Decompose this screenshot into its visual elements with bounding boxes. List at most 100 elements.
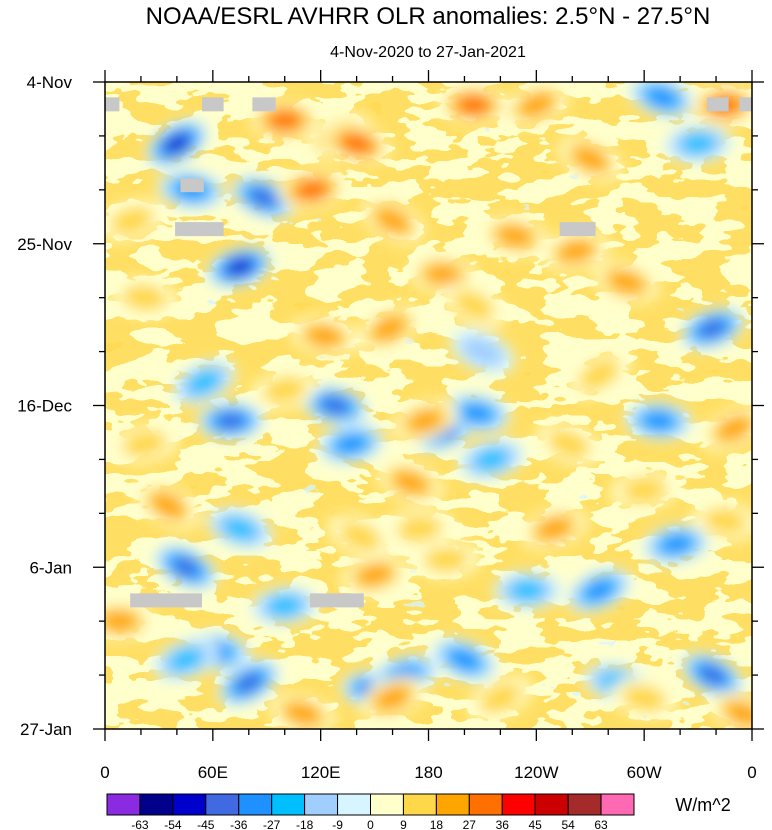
anomaly-feature: [542, 231, 610, 272]
anomaly-contour: [585, 580, 613, 601]
plot-area: [105, 82, 752, 729]
anomaly-contour: [519, 93, 553, 117]
chart-subtitle: 4-Nov-2020 to 27-Jan-2021: [330, 44, 526, 61]
anomaly-contour: [680, 133, 716, 154]
anomaly-feature: [536, 422, 602, 466]
anomaly-contour: [110, 206, 154, 235]
anomaly-contour: [262, 376, 307, 404]
anomaly-feature: [610, 678, 678, 719]
missing-data-bar: [739, 97, 752, 112]
anomaly-contour: [450, 650, 479, 670]
anomaly-feature: [341, 554, 408, 595]
anomaly-contour: [452, 290, 495, 321]
anomaly-feature: [521, 508, 588, 550]
anomaly-contour: [408, 409, 442, 432]
anomaly-feature: [493, 571, 562, 610]
anomaly-contour: [578, 358, 620, 391]
anomaly-contour: [424, 546, 469, 573]
anomaly-contour: [537, 517, 572, 540]
anomaly-contour: [322, 397, 348, 414]
anomaly-feature: [301, 385, 369, 426]
x-tick-label: 0: [747, 763, 756, 782]
y-tick-label: 16-Dec: [17, 397, 72, 416]
anomaly-feature: [377, 461, 444, 504]
anomaly-contour: [510, 580, 545, 601]
colorbar-label: -18: [296, 818, 314, 830]
x-tick-label: 120W: [514, 763, 558, 782]
anomaly-contour: [151, 493, 184, 518]
anomaly-feature: [458, 439, 525, 480]
anomaly-feature: [206, 246, 273, 288]
y-axis: 4-Nov 25-Nov 16-Dec 6-Jan 27-Jan: [17, 73, 764, 739]
anomaly-feature: [642, 524, 711, 564]
anomaly-feature: [317, 424, 385, 464]
anomaly-contour: [307, 325, 342, 347]
y-tick-label: 6-Jan: [29, 558, 72, 577]
colorbar-label: 45: [529, 818, 543, 830]
colorbar-label: 0: [367, 818, 374, 830]
colorbar-swatch: [402, 793, 437, 816]
colorbar-units: W/m^2: [675, 795, 730, 815]
colorbar-swatch: [600, 793, 635, 816]
colorbar-swatch: [139, 793, 174, 816]
colorbar-swatch: [172, 793, 207, 816]
anomaly-feature: [593, 261, 660, 303]
colorbar-label: 9: [400, 818, 407, 830]
anomaly-feature: [172, 359, 236, 405]
anomaly-contour: [376, 686, 410, 710]
anomaly-feature: [269, 693, 336, 729]
anomaly-feature: [154, 544, 218, 590]
anomaly-feature: [110, 278, 179, 317]
anomaly-feature: [629, 82, 696, 119]
colorbar-label: 54: [561, 818, 575, 830]
anomaly-feature: [408, 255, 477, 294]
anomaly-contour: [621, 477, 667, 504]
anomaly-contour: [218, 413, 244, 429]
missing-data-bar: [559, 222, 596, 237]
anomaly-contour: [122, 430, 167, 458]
anomaly-contour: [397, 515, 442, 542]
anomaly-contour: [342, 134, 371, 153]
anomaly-feature: [664, 124, 732, 163]
anomaly-contour: [222, 517, 257, 540]
anomaly-contour: [339, 521, 382, 552]
anomaly-feature: [277, 170, 346, 210]
anomaly-feature: [230, 176, 296, 220]
y-tick-label: 25-Nov: [17, 235, 72, 254]
colorbar: -63 -54 -45 -36 -27 -18 -9 0 9 18 27 36 45 54 63: [106, 793, 635, 830]
anomaly-contour: [166, 135, 188, 152]
colorbar-swatch: [205, 793, 240, 816]
anomaly-contour: [122, 284, 167, 311]
anomaly-contour: [169, 648, 203, 671]
anomaly-feature: [691, 501, 752, 541]
anomaly-feature: [385, 509, 454, 548]
anomaly-contour: [357, 564, 392, 586]
colorbar-swatch: [468, 793, 503, 816]
anomaly-feature: [110, 424, 179, 464]
anomaly-contour: [174, 558, 198, 577]
anomaly-feature: [441, 282, 506, 329]
colorbar-swatch: [534, 793, 569, 816]
anomaly-contour: [558, 240, 593, 262]
colorbar-label: -45: [197, 818, 215, 830]
anomaly-feature: [328, 514, 393, 559]
anomaly-contour: [251, 189, 276, 206]
colorbar-swatch: [567, 793, 602, 816]
anomaly-contour: [459, 96, 488, 114]
anomaly-feature: [392, 400, 458, 442]
colorbar-swatch: [238, 793, 273, 816]
anomaly-contour: [461, 336, 504, 367]
colorbar-label: 18: [430, 818, 444, 830]
anomaly-feature: [105, 602, 154, 641]
anomaly-feature: [439, 86, 508, 125]
colorbar-label: 36: [496, 818, 510, 830]
chart-title: NOAA/ESRL AVHRR OLR anomalies: 2.5°N - 2…: [146, 3, 711, 30]
colorbar-swatch: [304, 793, 339, 816]
anomaly-feature: [136, 482, 200, 530]
missing-data-bar: [175, 222, 224, 237]
anomaly-feature: [610, 470, 678, 510]
anomaly-feature: [361, 197, 424, 244]
colorbar-swatch: [501, 793, 536, 816]
